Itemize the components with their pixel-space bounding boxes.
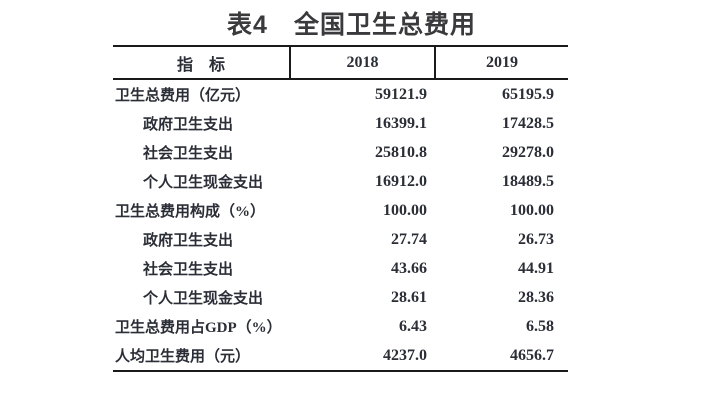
row-label: 卫生总费用构成（%） <box>115 204 266 220</box>
value-2018: 27.74 <box>391 230 427 248</box>
column-header-2018: 2018 <box>289 45 435 80</box>
row-label: 个人卫生现金支出 <box>143 291 264 307</box>
row-label: 卫生总费用（亿元） <box>115 88 251 104</box>
table-row: 社会卫生支出 43.66 44.91 <box>113 254 568 283</box>
value-2019: 44.91 <box>518 259 554 277</box>
table-row: 个人卫生现金支出 28.61 28.36 <box>113 283 568 312</box>
value-2019: 28.36 <box>518 288 554 306</box>
value-2019: 18489.5 <box>502 172 554 190</box>
value-2018: 6.43 <box>399 317 427 335</box>
value-2019: 4656.7 <box>435 341 568 372</box>
row-label: 社会卫生支出 <box>143 262 234 278</box>
table-row: 政府卫生支出 27.74 26.73 <box>113 225 568 254</box>
value-2018: 4237.0 <box>290 341 435 372</box>
column-header-indicator: 指 标 <box>113 45 290 80</box>
value-2019: 100.00 <box>510 201 554 219</box>
value-2018: 100.00 <box>383 201 427 219</box>
health-expenditure-table: 指 标 2018 2019 卫生总费用（亿元） 59121.9 65195.9 … <box>113 45 568 372</box>
value-2018: 25810.8 <box>375 143 427 161</box>
table-row: 人均卫生费用（元） 4237.0 4656.7 <box>113 341 568 372</box>
table-row: 卫生总费用占GDP（%） 6.43 6.58 <box>113 312 568 341</box>
value-2019: 6.58 <box>526 317 554 335</box>
value-2018: 43.66 <box>391 259 427 277</box>
value-2018: 16399.1 <box>375 114 427 132</box>
value-2019: 17428.5 <box>502 114 554 132</box>
row-label: 卫生总费用占GDP（%） <box>115 320 282 336</box>
table-row: 个人卫生现金支出 16912.0 18489.5 <box>113 167 568 196</box>
value-2019: 26.73 <box>518 230 554 248</box>
value-2018: 59121.9 <box>375 85 427 103</box>
row-label: 社会卫生支出 <box>143 146 234 162</box>
table-row: 社会卫生支出 25810.8 29278.0 <box>113 138 568 167</box>
table-title: 表4 全国卫生总费用 <box>227 11 476 39</box>
table-row: 卫生总费用构成（%） 100.00 100.00 <box>113 196 568 225</box>
value-2018: 16912.0 <box>375 172 427 190</box>
value-2019: 65195.9 <box>502 85 554 103</box>
row-label: 人均卫生费用（元） <box>113 341 290 372</box>
table-row: 政府卫生支出 16399.1 17428.5 <box>113 109 568 138</box>
value-2018: 28.61 <box>391 288 427 306</box>
header-row: 指 标 2018 2019 <box>113 45 568 80</box>
value-2019: 29278.0 <box>502 143 554 161</box>
row-label: 政府卫生支出 <box>143 117 234 133</box>
column-header-2019: 2019 <box>434 45 568 80</box>
table-row: 卫生总费用（亿元） 59121.9 65195.9 <box>113 79 568 109</box>
row-label: 个人卫生现金支出 <box>143 175 264 191</box>
row-label: 政府卫生支出 <box>143 233 234 249</box>
